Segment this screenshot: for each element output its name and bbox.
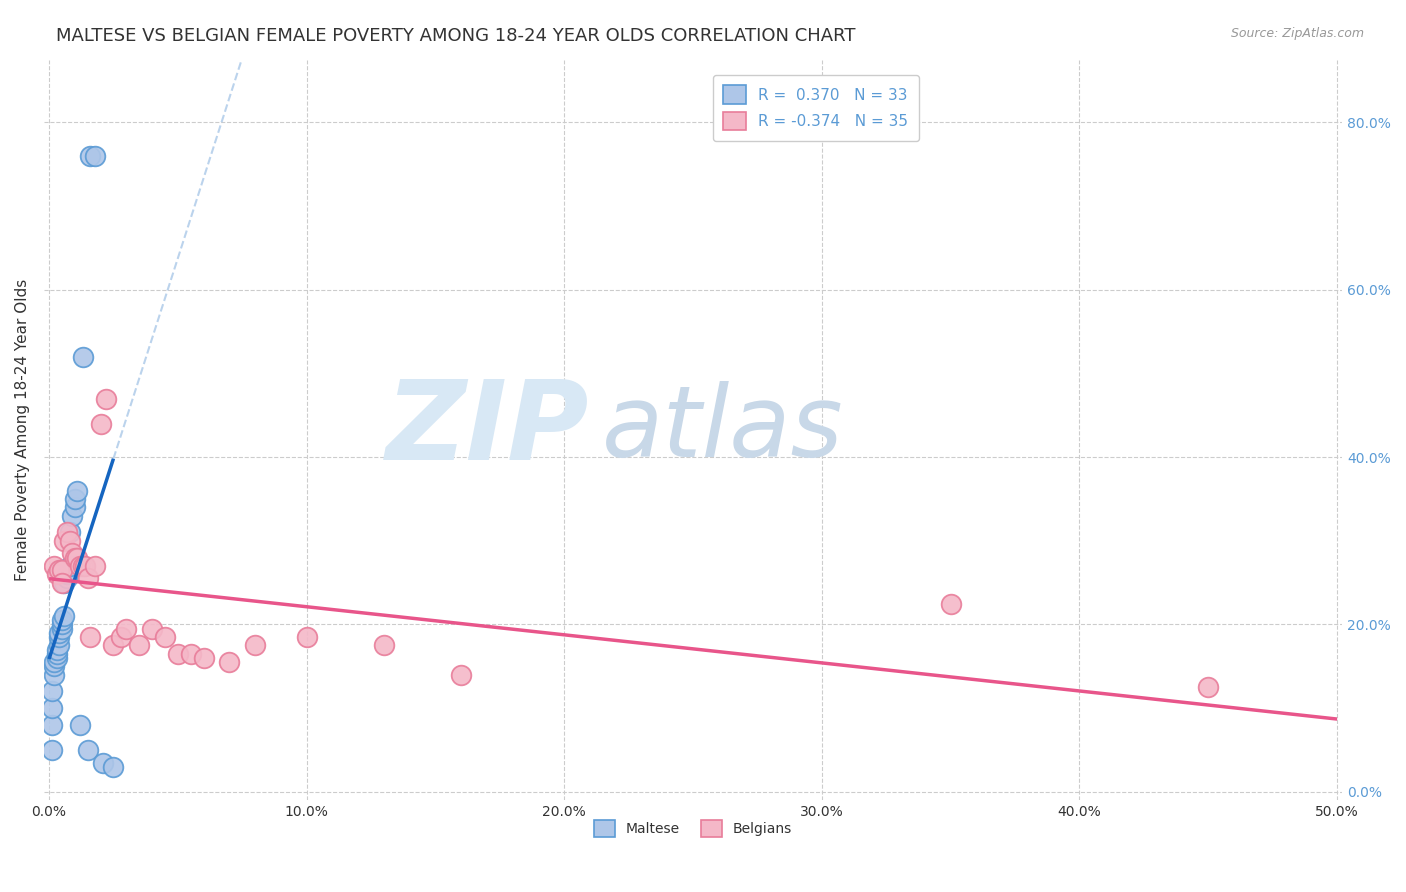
- Point: [91, 756, 114, 770]
- Point: [59, 525, 82, 540]
- Point: [45, 651, 67, 665]
- Point: [48, 563, 70, 577]
- Point: [69, 718, 91, 732]
- Point: [56, 567, 79, 582]
- Point: [84, 558, 107, 573]
- Legend: Maltese, Belgians: Maltese, Belgians: [586, 812, 800, 845]
- Point: [51, 622, 73, 636]
- Point: [51, 617, 73, 632]
- Text: ZIP: ZIP: [385, 376, 589, 483]
- Point: [41, 743, 63, 757]
- Point: [141, 622, 163, 636]
- Point: [48, 630, 70, 644]
- Point: [51, 563, 73, 577]
- Point: [56, 571, 79, 585]
- Point: [103, 639, 125, 653]
- Point: [45, 567, 67, 582]
- Text: MALTESE VS BELGIAN FEMALE POVERTY AMONG 18-24 YEAR OLDS CORRELATION CHART: MALTESE VS BELGIAN FEMALE POVERTY AMONG …: [56, 27, 856, 45]
- Point: [53, 533, 76, 548]
- Point: [63, 491, 86, 506]
- Point: [66, 483, 89, 498]
- Point: [63, 500, 86, 515]
- Point: [45, 647, 67, 661]
- Point: [90, 417, 112, 431]
- Point: [295, 630, 318, 644]
- Point: [44, 667, 66, 681]
- Point: [48, 625, 70, 640]
- Point: [53, 609, 76, 624]
- Point: [41, 684, 63, 698]
- Point: [56, 525, 79, 540]
- Point: [51, 575, 73, 590]
- Point: [939, 597, 962, 611]
- Point: [60, 546, 83, 560]
- Point: [94, 392, 117, 406]
- Point: [153, 630, 176, 644]
- Point: [75, 558, 97, 573]
- Point: [41, 701, 63, 715]
- Point: [218, 655, 240, 669]
- Point: [44, 558, 66, 573]
- Point: [59, 533, 82, 548]
- Point: [450, 667, 472, 681]
- Point: [84, 149, 107, 163]
- Point: [115, 622, 138, 636]
- Point: [180, 647, 202, 661]
- Point: [128, 639, 150, 653]
- Point: [53, 575, 76, 590]
- Point: [76, 571, 98, 585]
- Point: [72, 558, 94, 573]
- Point: [51, 613, 73, 627]
- Point: [59, 558, 82, 573]
- Point: [79, 630, 101, 644]
- Point: [44, 659, 66, 673]
- Point: [166, 647, 188, 661]
- Point: [41, 718, 63, 732]
- Point: [69, 558, 91, 573]
- Point: [76, 743, 98, 757]
- Point: [1197, 680, 1219, 694]
- Point: [44, 655, 66, 669]
- Y-axis label: Female Poverty Among 18-24 Year Olds: Female Poverty Among 18-24 Year Olds: [15, 279, 30, 581]
- Point: [103, 760, 125, 774]
- Point: [63, 550, 86, 565]
- Point: [243, 639, 266, 653]
- Point: [193, 651, 215, 665]
- Text: Source: ZipAtlas.com: Source: ZipAtlas.com: [1230, 27, 1364, 40]
- Point: [79, 149, 101, 163]
- Point: [45, 642, 67, 657]
- Point: [48, 639, 70, 653]
- Point: [373, 639, 395, 653]
- Point: [60, 508, 83, 523]
- Point: [66, 550, 89, 565]
- Point: [110, 630, 132, 644]
- Text: atlas: atlas: [602, 382, 844, 478]
- Point: [72, 350, 94, 364]
